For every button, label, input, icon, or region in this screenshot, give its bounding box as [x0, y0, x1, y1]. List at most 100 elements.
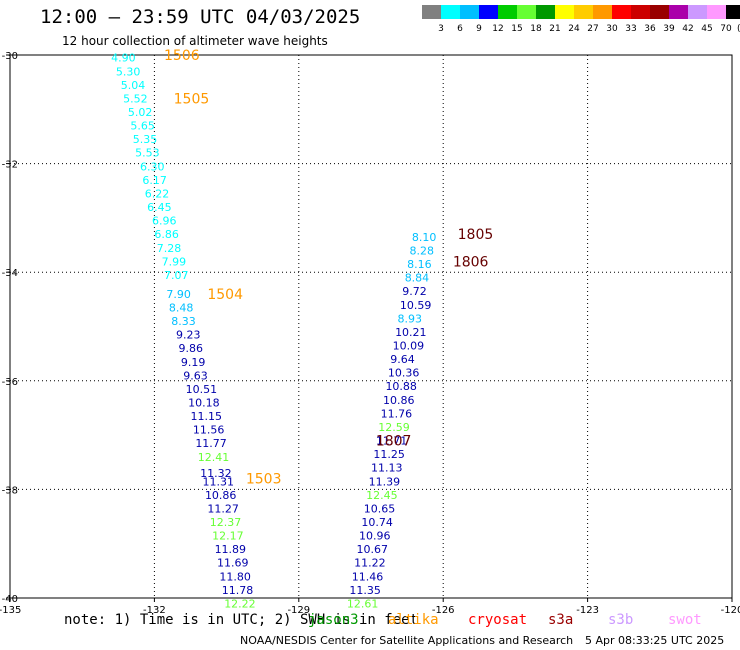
track-2-height-label: 11.13	[371, 462, 403, 475]
track-2-height-label: 11.46	[352, 570, 384, 583]
legend-swatch	[574, 5, 593, 19]
track-1-height-label: 11.78	[222, 584, 254, 597]
track-2-height-label: 10.88	[385, 380, 417, 393]
pass-id-label: 1506	[164, 48, 200, 64]
legend-swatch	[460, 5, 479, 19]
track-1-height-label: 11.32	[200, 467, 232, 480]
legend-swatch	[669, 5, 688, 19]
track-2-height-label: 12.45	[366, 489, 398, 502]
track-2-height-label: 10.74	[361, 516, 393, 529]
track-2-height-label: 12.59	[378, 421, 410, 434]
legend-swatch	[650, 5, 669, 19]
track-2-height-label: 8.84	[405, 272, 430, 285]
legend-tick-label: 30	[606, 24, 618, 34]
track-1-height-label: 11.80	[219, 570, 251, 583]
track-1-height-label: 11.31	[203, 475, 235, 488]
legend-swatch	[593, 5, 612, 19]
legend-swatch	[479, 5, 498, 19]
legend-tick-label: 9	[476, 24, 482, 34]
legend-tick-label: 24	[568, 24, 580, 34]
pass-id-label: 1503	[246, 472, 282, 488]
track-2-height-label: 9.72	[402, 285, 427, 298]
legend-swatch	[498, 5, 517, 19]
track-1-height-label: 11.56	[193, 424, 225, 437]
legend-swatch	[688, 5, 707, 19]
track-1-height-label: 4.90	[111, 52, 136, 65]
y-tick-label: -34	[2, 268, 18, 279]
legend-tick-label: 15	[511, 24, 522, 34]
legend-swatch	[536, 5, 555, 19]
x-tick-label: -120	[721, 605, 740, 616]
satellite-label-jason3: jason3	[308, 612, 359, 628]
track-1-height-label: 10.86	[205, 489, 237, 502]
track-1-height-label: 9.19	[181, 356, 206, 369]
track-1-height-label: 5.53	[135, 147, 160, 160]
legend-tick-label: 12	[492, 24, 503, 34]
track-2-height-label: 8.16	[407, 258, 432, 271]
track-2-height-label: 11.35	[349, 584, 381, 597]
track-1-height-label: 5.35	[133, 133, 158, 146]
track-2-height-label: 10.09	[393, 340, 425, 353]
track-2-height-label: 10.96	[359, 530, 391, 543]
legend-swatch	[631, 5, 650, 19]
legend-tick-label: 36	[644, 24, 656, 34]
track-1-height-label: 10.51	[186, 383, 218, 396]
track-1-height-label: 11.77	[195, 437, 227, 450]
map-subtitle: 12 hour collection of altimeter wave hei…	[62, 34, 328, 48]
track-1-height-label: 12.37	[210, 516, 242, 529]
legend-swatch	[517, 5, 536, 19]
track-1-height-label: 11.15	[191, 410, 223, 423]
track-2-height-label: 11.25	[373, 448, 405, 461]
track-1-height-label: 6.96	[152, 215, 177, 228]
track-2-height-label: 10.36	[388, 367, 420, 380]
track-1-height-label: 12.22	[224, 597, 256, 610]
track-1-height-label: 5.65	[130, 120, 155, 133]
track-2-height-label: 8.10	[412, 231, 437, 244]
track-2-height-label: 11.22	[354, 557, 386, 570]
y-tick-label: -32	[2, 160, 18, 171]
track-2-height-label: 9.64	[390, 353, 415, 366]
track-1-height-label: 6.45	[147, 201, 172, 214]
legend-tick-label: 45	[701, 24, 712, 34]
track-1-height-label: 5.04	[121, 79, 146, 92]
pass-id-label: 1806	[453, 254, 489, 270]
track-1-height-label: 11.69	[217, 557, 249, 570]
track-1-height-label: 7.99	[162, 255, 187, 268]
track-1-height-label: 6.17	[142, 174, 167, 187]
track-2-height-label: 12.61	[347, 597, 379, 610]
track-2-height-label: 11.76	[381, 407, 413, 420]
track-1-height-label: 9.86	[178, 342, 203, 355]
track-1-height-label: 8.48	[169, 301, 194, 314]
track-1-height-label: 5.52	[123, 92, 148, 105]
track-1-height-label: 6.22	[145, 187, 170, 200]
satellite-label-s3a: s3a	[548, 612, 574, 628]
track-1-height-label: 11.89	[215, 543, 247, 556]
plot-frame	[9, 54, 733, 599]
x-tick-label: -129	[287, 605, 310, 616]
track-2-height-label: 10.67	[357, 543, 389, 556]
legend-tick-label: 70	[720, 24, 732, 34]
legend-swatch	[555, 5, 574, 19]
track-2-height-label: 8.28	[410, 244, 435, 257]
legend-swatch	[612, 5, 631, 19]
track-1-height-label: 9.63	[183, 369, 208, 382]
legend-swatch	[441, 5, 460, 19]
pass-id-label: 1504	[207, 287, 243, 303]
note-text: note: 1) Time is in UTC; 2) SWH is in fe…	[64, 612, 419, 628]
legend-tick-label: 3	[438, 24, 444, 34]
track-1-height-label: 6.30	[140, 160, 165, 173]
track-1-height-label: 7.90	[166, 288, 191, 301]
track-2-height-label: 8.93	[397, 312, 422, 325]
track-1-height-label: 12.17	[212, 530, 244, 543]
legend-swatch	[726, 5, 740, 19]
y-tick-label: -36	[2, 377, 18, 388]
track-1-height-label: 6.86	[154, 228, 179, 241]
track-1-height-label: 7.28	[157, 242, 182, 255]
y-tick-label: -30	[2, 51, 18, 62]
legend-tick-label: 18	[530, 24, 542, 34]
satellite-label-altika: altika	[388, 612, 439, 628]
legend-tick-label: 21	[549, 24, 560, 34]
x-tick-label: -135	[0, 605, 21, 616]
footer-agency: NOAA/NESDIS Center for Satellite Applica…	[240, 634, 574, 647]
track-1-height-label: 5.02	[128, 106, 153, 119]
